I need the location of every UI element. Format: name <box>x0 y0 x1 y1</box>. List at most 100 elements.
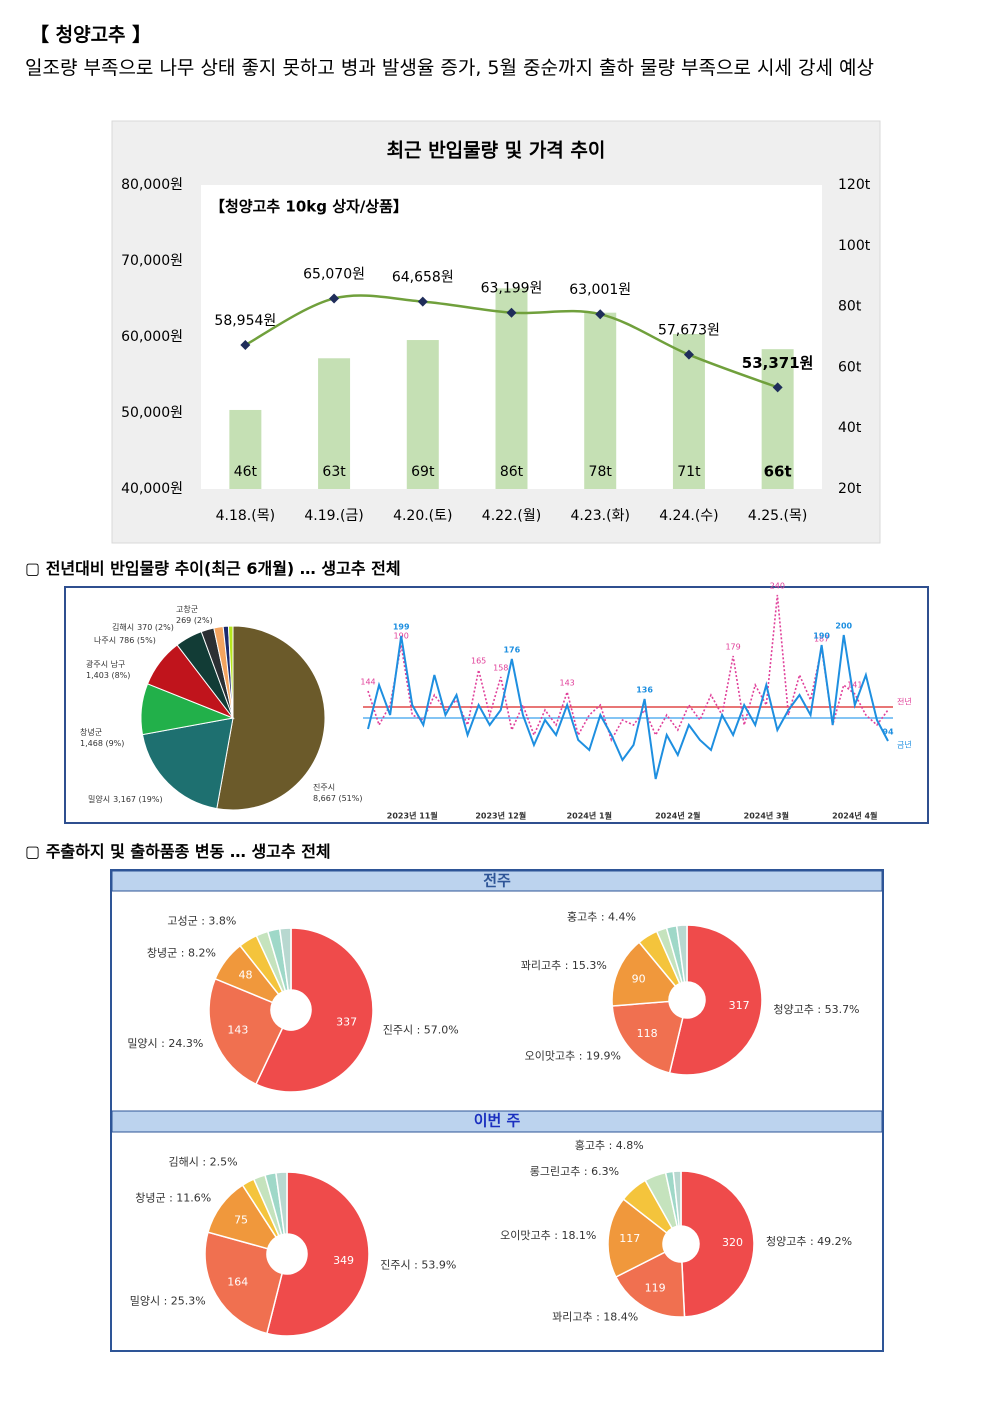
pie-label: 진주시 8,667 (51%) <box>313 782 362 803</box>
doc-title: 【 청양고추 】 <box>30 24 152 46</box>
slice-value: 119 <box>645 1282 666 1295</box>
x-tick-label: 4.24.(수) <box>659 508 718 524</box>
panel-title: 전주 <box>483 872 511 890</box>
point-label: 143 <box>560 679 575 688</box>
pie-label: 밀양시 3,167 (19%) <box>88 795 163 804</box>
pie-slice <box>141 717 234 810</box>
point-label: 144 <box>360 678 375 687</box>
price-marker <box>240 339 251 350</box>
donut-slice <box>208 977 284 1086</box>
x-tick-label: 4.20.(토) <box>393 508 452 524</box>
price-label: 63,001원 <box>569 282 631 298</box>
point-label: 200 <box>835 622 852 631</box>
slice-label: 홍고추 : 4.8% <box>575 1138 644 1152</box>
slice-value: 317 <box>729 999 750 1012</box>
slice-label: 진주시 : 53.9% <box>380 1259 456 1272</box>
legend-label: 전년 <box>897 697 912 707</box>
bar-label: 69t <box>411 464 435 480</box>
pie-label-name: 진주시 <box>313 782 335 792</box>
x-tick-label: 2024년 1월 <box>567 811 612 821</box>
pie-label-value: 1,403 (8%) <box>86 671 130 680</box>
pie-label: 창녕군 1,468 (9%) <box>80 728 124 748</box>
x-tick-label: 2024년 3월 <box>744 811 789 821</box>
donut-slice <box>672 1170 682 1227</box>
point-label: 199 <box>393 623 410 632</box>
price-marker <box>772 382 783 393</box>
donut-slice <box>275 1171 288 1236</box>
pie-label: 김해시 370 (2%) <box>112 622 174 632</box>
doc-description: 일조량 부족으로 나무 상태 좋지 못하고 병과 발생율 증가, 5월 중순까지… <box>25 57 874 79</box>
pie-slice <box>227 625 234 719</box>
legend-label: 금년 <box>897 740 912 750</box>
slice-label: 밀양시 : 25.3% <box>130 1294 206 1307</box>
slice-label: 청양고추 : 53.7% <box>773 1003 859 1016</box>
slice-label: 창녕군 : 11.6% <box>135 1191 211 1204</box>
donut-slice <box>675 924 688 984</box>
price-label: 53,371원 <box>742 354 814 372</box>
bar <box>318 358 351 489</box>
bar-label: 63t <box>322 464 346 480</box>
x-tick-label: 2023년 11월 <box>387 811 438 821</box>
slice-label: 오이맛고추 : 18.1% <box>500 1229 596 1242</box>
slice-label: 오이맛고추 : 19.9% <box>525 1050 621 1063</box>
donut-slice <box>254 927 374 1093</box>
bar-label: 46t <box>234 464 258 480</box>
slice-label: 꽈리고추 : 15.3% <box>521 959 607 972</box>
pie-label-value: 370 (2%) <box>137 623 174 632</box>
slice-label: 창녕군 : 8.2% <box>147 946 216 959</box>
price-marker <box>595 309 606 320</box>
donut-slice <box>278 927 292 992</box>
pie-label-value: 269 (2%) <box>176 616 213 625</box>
price-label: 58,954원 <box>214 313 276 329</box>
chart-title: 최근 반입물량 및 가격 추이 <box>387 140 606 162</box>
pie-label-value: 3,167 (19%) <box>113 795 162 804</box>
y2-tick-label: 40t <box>838 420 862 436</box>
y-tick-label: 60,000원 <box>121 329 183 345</box>
pie-label-value: 1,468 (9%) <box>80 739 124 748</box>
y2-tick-label: 80t <box>838 299 862 315</box>
point-label: 179 <box>725 643 740 652</box>
bar <box>495 288 528 489</box>
price-label: 64,658원 <box>392 270 454 286</box>
y-tick-label: 70,000원 <box>121 253 183 269</box>
slice-value: 337 <box>336 1015 357 1028</box>
slice-value: 320 <box>722 1236 743 1249</box>
panel-header <box>111 870 883 892</box>
slice-label: 꽈리고추 : 18.4% <box>552 1310 638 1323</box>
panel-header <box>111 1110 883 1133</box>
slice-label: 밀양시 : 24.3% <box>127 1037 203 1050</box>
x-tick-label: 2024년 4월 <box>832 811 877 821</box>
pie-label-value: 8,667 (51%) <box>313 794 362 803</box>
x-tick-label: 4.25.(목) <box>748 508 807 524</box>
pie-label-name: 나주시 <box>94 636 116 645</box>
price-marker <box>329 293 340 304</box>
donut-slice <box>611 941 677 1007</box>
donut-slice <box>668 924 763 1076</box>
slice-value: 349 <box>333 1254 354 1267</box>
slice-label: 김해시 : 2.5% <box>169 1154 238 1168</box>
slice-label: 청양고추 : 49.2% <box>766 1235 852 1248</box>
point-label: 176 <box>503 646 520 655</box>
bar-label: 66t <box>764 463 792 481</box>
series-line <box>367 634 889 780</box>
pie-label-name: 김해시 <box>112 622 134 632</box>
price-marker <box>417 296 428 307</box>
price-marker <box>683 349 694 360</box>
donut-slice <box>611 1000 684 1074</box>
slice-value: 48 <box>238 969 252 982</box>
pie-slice <box>216 625 326 811</box>
point-label: 240 <box>770 582 785 591</box>
x-tick-label: 4.22.(월) <box>482 508 541 524</box>
pie-label-name: 밀양시 <box>88 795 110 804</box>
price-label: 57,673원 <box>658 323 720 339</box>
slice-label: 홍고추 : 4.4% <box>567 909 636 923</box>
y-tick-label: 80,000원 <box>121 177 183 193</box>
y2-tick-label: 100t <box>838 238 871 254</box>
bar-label: 78t <box>589 464 613 480</box>
pie-label: 고창군 269 (2%) <box>176 605 213 625</box>
chart-subtitle: 【청양고추 10kg 상자/상품】 <box>210 198 408 216</box>
slice-label: 고성군 : 3.8% <box>167 914 236 927</box>
point-label: 190 <box>813 632 830 641</box>
slice-value: 75 <box>234 1213 248 1226</box>
